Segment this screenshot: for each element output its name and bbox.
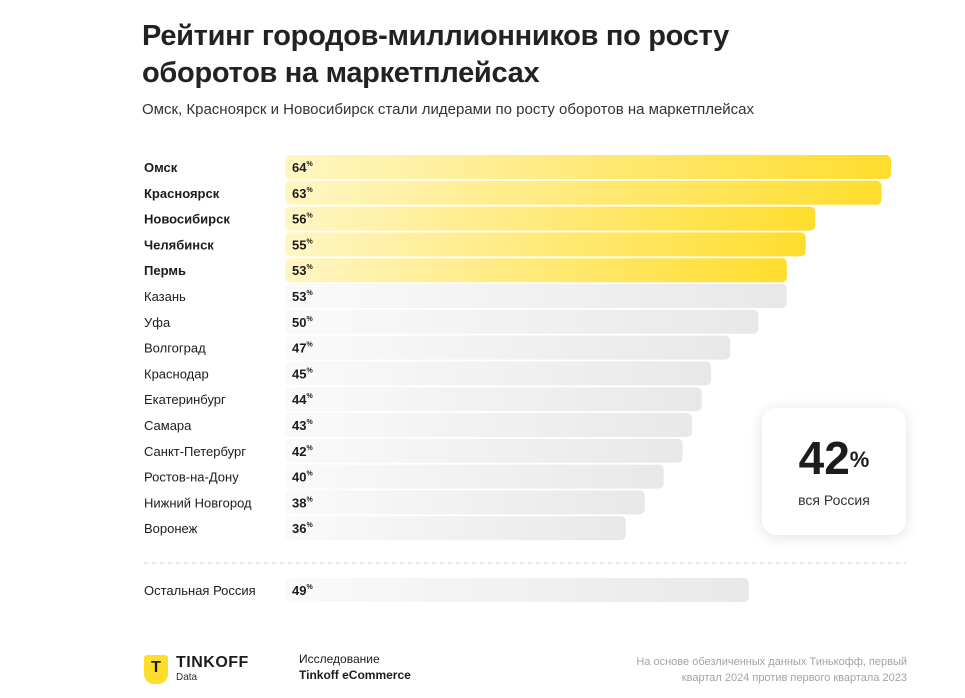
city-bar-11 [285,438,683,463]
city-bar-6 [285,309,759,334]
city-bar-9 [285,387,702,412]
city-label-8: Краснодар [144,366,209,381]
city-bar-13 [285,490,645,515]
city-bar-14 [285,516,626,541]
city-bar-12 [285,464,664,489]
russia-total-label: вся Россия [798,492,870,508]
russia-total-callout: 42% вся Россия [762,408,906,535]
city-bar-5 [285,284,787,308]
city-label-9: Екатеринбург [144,392,226,407]
research-caption: Исследование Tinkoff eCommerce [299,652,411,682]
city-label-5: Казань [144,289,186,304]
city-bar-4 [285,258,787,283]
city-bar-8 [285,361,712,386]
city-label-6: Уфа [144,315,171,330]
city-bar-3 [285,232,806,257]
city-label-4: Пермь [144,263,186,278]
city-label-2: Новосибирск [144,212,230,227]
city-bar-10 [285,413,693,437]
brand-name: TINKOFF [176,653,249,671]
city-label-10: Самара [144,418,192,433]
city-bar-0 [285,155,891,179]
chart-subtitle: Омск, Красноярск и Новосибирск стали лид… [142,101,755,118]
brand-sub: Data [176,671,198,683]
city-label-12: Ростов-на-Дону [144,470,239,485]
russia-total-value: 42% [798,432,870,484]
rest-of-russia-bar-0 [285,578,749,602]
city-bar-1 [285,180,882,205]
city-bar-2 [285,206,816,231]
city-bar-7 [285,335,731,360]
rest-of-russia-label-0: Остальная Россия [144,583,256,598]
source-footnote: На основе обезличенных данных Тинькофф, … [636,656,907,684]
tinkoff-shield-icon: T [144,655,168,684]
city-label-3: Челябинск [144,237,214,252]
city-label-11: Санкт-Петербург [144,444,246,459]
city-label-0: Омск [144,160,178,175]
city-label-7: Волгоград [144,341,206,356]
chart-title: Рейтинг городов-миллионников по росту об… [142,20,729,89]
city-label-13: Нижний Новгород [144,495,252,510]
city-label-14: Воронеж [144,521,198,536]
city-label-1: Красноярск [144,186,220,201]
tinkoff-logo: T TINKOFF Data [144,653,249,684]
